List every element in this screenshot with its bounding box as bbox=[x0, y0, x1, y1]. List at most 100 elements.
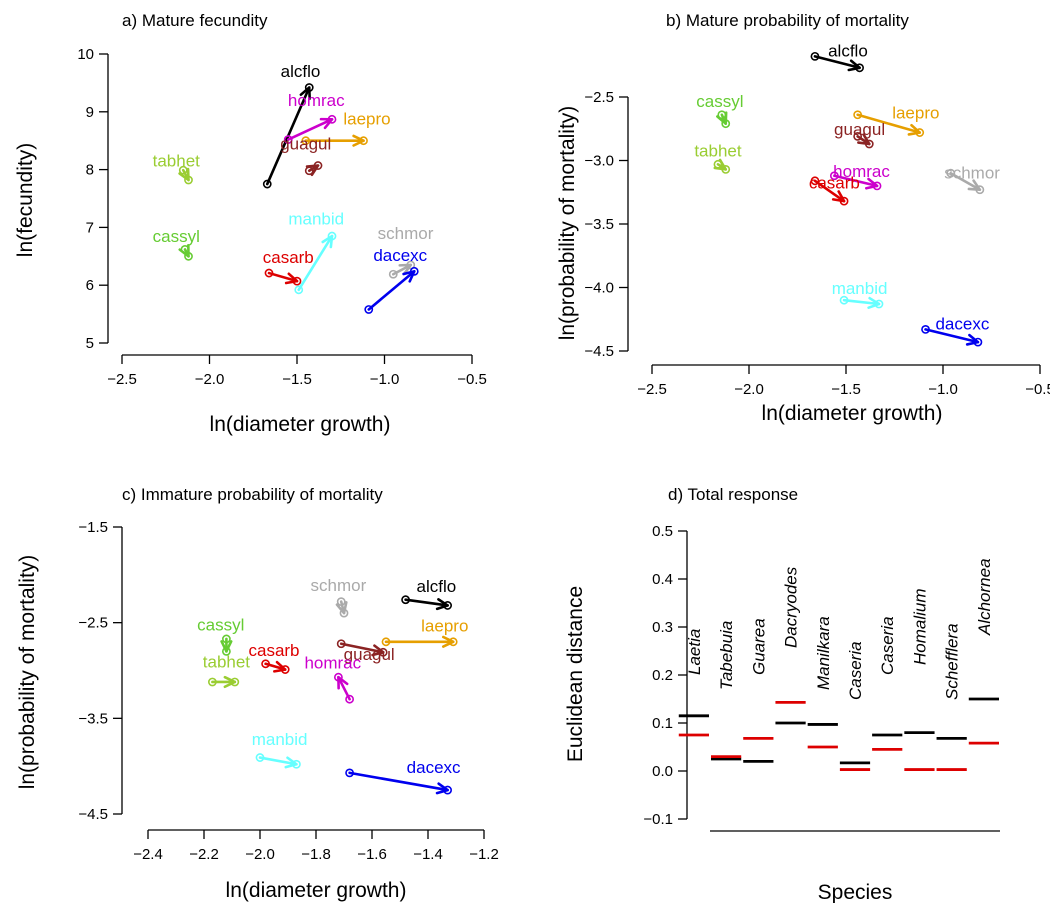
panel-b-x-tick-label: −2.0 bbox=[734, 381, 764, 398]
species-label: tabhet bbox=[203, 653, 251, 672]
species-arrow-manbid: manbid bbox=[252, 730, 308, 768]
species-label: casarb bbox=[809, 173, 860, 192]
species-label: alcflo bbox=[828, 41, 868, 60]
panel-c-y-tick-label: −2.5 bbox=[78, 615, 108, 632]
species-label: schmor bbox=[378, 224, 434, 243]
species-arrow-manbid: manbid bbox=[832, 279, 888, 308]
panel-a-y-tick-label: 9 bbox=[86, 104, 94, 121]
species-category-label: Manilkara bbox=[814, 616, 833, 690]
panel-a-x-tick-label: −2.0 bbox=[195, 371, 225, 388]
species-label: casarb bbox=[248, 641, 299, 660]
panel-d-y-tick-label: 0.0 bbox=[652, 763, 673, 780]
species-label: manbid bbox=[288, 210, 344, 229]
species-label: cassyl bbox=[696, 92, 743, 111]
species-arrow-tabhet: tabhet bbox=[153, 152, 201, 184]
panel-c-x-tick-label: −2.0 bbox=[245, 846, 275, 863]
species-label: homrac bbox=[304, 654, 361, 673]
panel-b-x-tick-label: −1.0 bbox=[928, 381, 958, 398]
panel-c-y-axis-label: ln(probability of mortality) bbox=[16, 555, 39, 790]
species-arrow-dacexc: dacexc bbox=[365, 246, 428, 313]
panel-c-title: c) Immature probability of mortality bbox=[122, 485, 383, 504]
species-label: manbid bbox=[252, 730, 308, 749]
panel-d-y-tick-label: 0.3 bbox=[652, 619, 673, 636]
panel-b-y-tick-label: −3.0 bbox=[584, 153, 614, 170]
species-arrow-guagul: guagul bbox=[834, 120, 885, 147]
panel-d-y-tick-label: 0.2 bbox=[652, 667, 673, 684]
panel-d-total-response: d) Total response Euclidean distance Spe… bbox=[564, 485, 1000, 903]
panel-b-mature-mortality: b) Mature probability of mortality ln(pr… bbox=[556, 11, 1050, 425]
species-arrow-tabhet: tabhet bbox=[203, 653, 251, 687]
species-label: dacexc bbox=[373, 246, 427, 265]
panel-c-y-tick-label: −3.5 bbox=[78, 710, 108, 727]
species-arrow-cassyl: cassyl bbox=[197, 615, 244, 655]
panel-c-x-tick-label: −2.2 bbox=[189, 846, 219, 863]
panel-a-x-tick-label: −2.5 bbox=[107, 371, 137, 388]
panel-a-y-tick-label: 6 bbox=[86, 277, 94, 294]
species-category-label: Laetia bbox=[685, 629, 704, 675]
panel-c-y-tick-label: −1.5 bbox=[78, 519, 108, 536]
species-label: cassyl bbox=[197, 615, 244, 634]
panel-a-x-tick-label: −1.0 bbox=[370, 371, 400, 388]
species-arrow-schmor: schmor bbox=[311, 576, 367, 617]
species-arrow-homrac: homrac bbox=[304, 654, 361, 703]
species-category-label: Tabebuia bbox=[717, 621, 736, 690]
panel-d-y-axis-label: Euclidean distance bbox=[564, 586, 587, 762]
panel-c-x-tick-label: −1.8 bbox=[301, 846, 331, 863]
panel-a-y-tick-label: 10 bbox=[77, 46, 94, 63]
species-arrow-schmor: schmor bbox=[944, 163, 1000, 193]
panel-a-x-tick-label: −0.5 bbox=[457, 371, 487, 388]
species-arrow-cassyl: cassyl bbox=[696, 92, 743, 127]
species-arrow-tabhet: tabhet bbox=[694, 142, 742, 173]
species-arrow-dacexc: dacexc bbox=[346, 758, 461, 794]
species-arrow-laepro: laepro bbox=[382, 616, 468, 646]
panel-d-x-axis-label: Species bbox=[818, 881, 893, 903]
panel-a-x-axis-label: ln(diameter growth) bbox=[210, 413, 391, 436]
panel-c-immature-mortality: c) Immature probability of mortality ln(… bbox=[16, 485, 499, 902]
panel-a-y-tick-label: 8 bbox=[86, 162, 94, 179]
species-category-label: Caseria bbox=[878, 616, 897, 675]
panel-a-mature-fecundity: a) Mature fecundity ln(fecundity) ln(dia… bbox=[14, 11, 487, 436]
panel-a-title: a) Mature fecundity bbox=[122, 11, 268, 30]
species-category-label: Homalium bbox=[910, 588, 929, 665]
species-category-label: Schefflera bbox=[943, 623, 962, 700]
panel-a-y-tick-label: 7 bbox=[86, 219, 94, 236]
species-label: dacexc bbox=[407, 758, 461, 777]
species-arrow-dacexc: dacexc bbox=[922, 314, 990, 345]
panel-c-y-tick-label: −4.5 bbox=[78, 806, 108, 823]
species-label: alcflo bbox=[281, 62, 321, 81]
species-category-label: Dacryodes bbox=[782, 566, 801, 648]
panel-c-x-tick-label: −2.4 bbox=[133, 846, 163, 863]
panel-b-x-tick-label: −1.5 bbox=[831, 381, 861, 398]
panel-b-y-tick-label: −2.5 bbox=[584, 89, 614, 106]
panel-c-x-tick-label: −1.6 bbox=[357, 846, 387, 863]
species-label: laepro bbox=[343, 110, 390, 129]
panel-b-x-tick-label: −2.5 bbox=[637, 381, 667, 398]
species-category-label: Caseria bbox=[846, 641, 865, 700]
panel-b-x-axis-label: ln(diameter growth) bbox=[762, 402, 943, 425]
panel-b-title: b) Mature probability of mortality bbox=[666, 11, 909, 30]
panel-c-x-tick-label: −1.4 bbox=[413, 846, 443, 863]
species-label: cassyl bbox=[153, 227, 200, 246]
panel-b-y-tick-label: −4.0 bbox=[584, 280, 614, 297]
species-label: guagul bbox=[280, 134, 331, 153]
panel-d-y-tick-label: 0.1 bbox=[652, 715, 673, 732]
panel-a-y-tick-label: 5 bbox=[86, 335, 94, 352]
species-arrow-alcflo: alcflo bbox=[402, 577, 456, 609]
panel-b-y-tick-label: −4.5 bbox=[584, 343, 614, 360]
species-label: homrac bbox=[288, 91, 345, 110]
species-category-label: Guarea bbox=[749, 618, 768, 675]
panel-d-y-tick-label: −0.1 bbox=[643, 811, 673, 828]
panel-a-y-axis-label: ln(fecundity) bbox=[14, 143, 37, 257]
species-label: guagul bbox=[834, 120, 885, 139]
panel-b-x-tick-label: −0.5 bbox=[1025, 381, 1050, 398]
species-arrow-alcflo: alcflo bbox=[811, 41, 867, 71]
panel-b-y-tick-label: −3.5 bbox=[584, 216, 614, 233]
species-label: tabhet bbox=[153, 152, 201, 171]
species-label: schmor bbox=[311, 576, 367, 595]
species-arrow-casarb: casarb bbox=[809, 173, 860, 204]
species-label: dacexc bbox=[935, 314, 989, 333]
species-category-label: Alchornea bbox=[975, 558, 994, 636]
species-label: tabhet bbox=[694, 142, 742, 161]
panel-b-y-axis-label: ln(probability of mortality) bbox=[556, 106, 579, 341]
species-label: laepro bbox=[421, 616, 468, 635]
